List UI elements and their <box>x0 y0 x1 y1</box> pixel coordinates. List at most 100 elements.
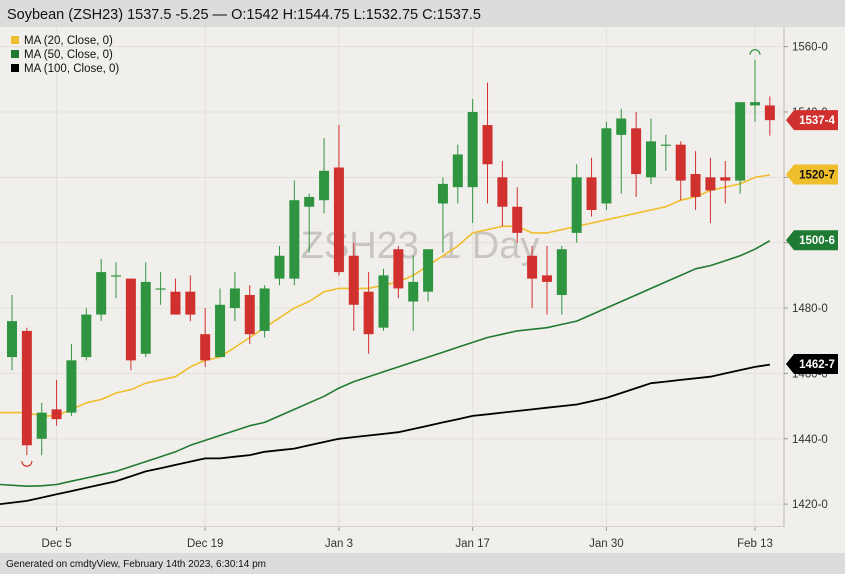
candle <box>348 242 359 331</box>
price-tick-label: 1560-0 <box>792 42 828 54</box>
price-tick-label: 1440-0 <box>792 434 828 446</box>
candle-body <box>750 102 760 106</box>
price-tick-label: 1420-0 <box>792 499 828 511</box>
candle-body <box>452 154 463 188</box>
candle <box>735 102 746 194</box>
candle <box>571 164 582 243</box>
candle <box>556 245 567 315</box>
candle <box>378 268 389 331</box>
price-badge-shape <box>786 354 838 375</box>
footer-text: Generated on cmdtyView, February 14th 20… <box>6 559 266 570</box>
candle-body <box>51 409 62 420</box>
candle-body <box>229 288 240 309</box>
legend-label-ma20: MA (20, Close, 0) <box>24 35 113 47</box>
candle <box>200 308 211 367</box>
candle <box>452 144 463 204</box>
candle-body <box>363 291 374 335</box>
high-marker-arc <box>749 49 761 55</box>
low-marker-arc <box>21 461 33 467</box>
candle-body <box>556 249 567 295</box>
candle <box>631 111 642 197</box>
price-badge: 1462-7 <box>786 354 838 375</box>
time-tick-label: Dec 19 <box>187 538 223 550</box>
price-labels: 1537-4 1520-7 1500-6 1462-7 <box>786 110 838 375</box>
price-badge: 1537-4 <box>786 110 838 131</box>
price-badge-label: 1537-4 <box>799 115 835 127</box>
candle-body <box>393 249 404 289</box>
candle <box>274 245 285 286</box>
price-badge-shape <box>786 110 838 131</box>
candle <box>645 118 656 184</box>
price-tick-label: 1480-0 <box>792 303 828 315</box>
candle <box>541 245 552 315</box>
candle <box>720 160 731 204</box>
legend-swatch-ma50 <box>11 50 19 58</box>
candle-body <box>348 255 359 305</box>
candle-body <box>437 183 448 204</box>
candle <box>21 327 32 456</box>
legend-label-ma100: MA (100, Close, 0) <box>24 63 119 75</box>
time-tick-label: Jan 3 <box>325 538 353 550</box>
chart-title: Soybean (ZSH23) 1537.5 -5.25 — O:1542 H:… <box>7 7 481 23</box>
time-tick-label: Jan 30 <box>589 538 624 550</box>
candle <box>482 82 493 204</box>
candle <box>512 187 523 243</box>
candle <box>705 157 716 224</box>
candle-body <box>319 170 330 201</box>
price-axis-area <box>784 27 845 527</box>
candle-body <box>155 288 166 290</box>
candle <box>408 255 419 331</box>
legend-label-ma50: MA (50, Close, 0) <box>24 49 113 61</box>
high-marker <box>749 49 761 55</box>
candle <box>170 278 181 315</box>
candle <box>155 272 166 305</box>
grid-lines <box>0 27 784 527</box>
candle <box>675 141 686 201</box>
legend-swatch-ma20 <box>11 36 19 44</box>
candle <box>7 294 17 371</box>
candle <box>437 177 448 253</box>
candle-body <box>690 174 701 197</box>
candle <box>304 193 315 253</box>
candle <box>616 108 627 194</box>
candle-body <box>645 141 656 178</box>
candle <box>125 278 136 371</box>
candle-body <box>541 275 552 282</box>
price-badge-shape <box>786 230 838 251</box>
time-axis-area <box>0 527 845 553</box>
ma50-line <box>0 240 771 488</box>
time-tick-label: Dec 5 <box>42 538 72 550</box>
candle <box>229 272 240 322</box>
candle-body <box>720 177 731 181</box>
price-badge: 1500-6 <box>786 230 838 251</box>
candle-body <box>185 291 196 315</box>
candle-body <box>200 334 211 361</box>
candle-body <box>304 196 315 207</box>
candle-body <box>111 275 122 277</box>
candle <box>36 402 47 456</box>
candle <box>111 262 122 299</box>
candle <box>244 285 255 344</box>
candle <box>185 275 196 322</box>
candle-body <box>170 291 181 315</box>
candle-body <box>289 200 300 279</box>
legend-swatch-ma100 <box>11 64 19 72</box>
candle-body <box>601 128 612 204</box>
candle-body <box>274 255 285 279</box>
candle-body <box>764 105 775 121</box>
time-tick-label: Feb 13 <box>737 538 773 550</box>
candle-body <box>527 255 538 279</box>
candle <box>527 245 538 309</box>
legend: MA (20, Close, 0) MA (50, Close, 0) MA (… <box>11 35 119 75</box>
candle <box>140 262 151 358</box>
price-badge-label: 1520-7 <box>799 169 835 181</box>
candle <box>497 160 508 227</box>
candle <box>96 259 107 322</box>
price-badge-shape <box>786 164 838 185</box>
candle-body <box>512 206 523 233</box>
time-tick-label: Jan 17 <box>455 538 490 550</box>
candle-body <box>423 249 434 292</box>
time-axis-ticks: Dec 5 Dec 19 Jan 3 Jan 17 Jan 30 Feb 13 <box>42 527 773 550</box>
